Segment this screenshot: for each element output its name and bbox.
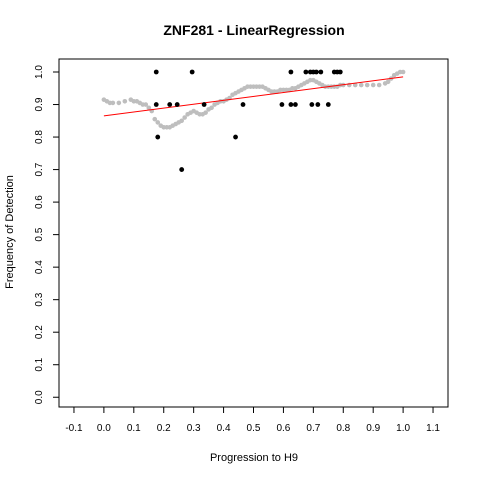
smoothed-point — [155, 120, 161, 125]
observed-point — [318, 69, 324, 75]
smoothed-point — [385, 79, 391, 85]
observed-point — [315, 102, 321, 107]
observed-point — [179, 167, 185, 172]
observed-point — [337, 69, 343, 75]
x-tick-label: 0.4 — [217, 423, 231, 434]
y-tick-label: 0.4 — [34, 260, 45, 274]
observed-point — [153, 102, 159, 107]
y-tick-label: 0.3 — [34, 292, 45, 306]
smoothed-point — [358, 82, 364, 88]
observed-point — [240, 102, 246, 107]
x-tick-label: 0.6 — [276, 423, 290, 434]
observed-point — [288, 102, 294, 107]
y-tick-label: 0.1 — [34, 357, 45, 371]
x-tick-label: 0.7 — [306, 423, 320, 434]
x-tick-label: 0.8 — [336, 423, 350, 434]
y-tick-label: 0.9 — [34, 97, 45, 111]
y-tick-label: 0.7 — [34, 162, 45, 176]
y-tick-label: 0.5 — [34, 227, 45, 241]
y-tick-label: 1.0 — [34, 65, 45, 79]
smoothed-point — [179, 118, 184, 124]
smoothed-point — [352, 82, 358, 88]
smoothed-point — [116, 100, 122, 106]
smoothed-point — [364, 82, 370, 88]
x-tick-label: 0.0 — [97, 423, 111, 434]
observed-point — [303, 69, 309, 75]
y-tick-label: 0.2 — [34, 325, 45, 339]
x-tick-label: 1.0 — [396, 423, 410, 434]
observed-point — [279, 102, 285, 107]
x-tick-label: -0.1 — [65, 423, 83, 434]
smoothed-point — [400, 69, 406, 75]
observed-point — [288, 69, 294, 75]
observed-point — [155, 134, 161, 140]
observed-point — [167, 102, 173, 107]
y-axis-title: Frequency of Detection — [4, 175, 16, 289]
y-tick-label: 0.8 — [34, 130, 45, 144]
smoothed-point — [146, 105, 152, 111]
chart-marks: -0.1 0.0 0.1 0.2 0.3 0.4 0.5 0.6 0.7 0.8 0.9 1.0 1.1… — [34, 65, 440, 434]
smoothed-point — [182, 115, 187, 120]
observed-point — [325, 102, 331, 107]
observed-point — [174, 102, 180, 107]
observed-point — [189, 69, 195, 75]
x-tick-label: 0.3 — [187, 423, 201, 434]
y-tick-label: 0.6 — [34, 195, 45, 209]
observed-point — [153, 69, 159, 75]
observed-point — [313, 69, 319, 75]
observed-point — [309, 102, 315, 107]
observed-point — [292, 102, 298, 107]
x-tick-label: 0.2 — [157, 423, 171, 434]
smoothed-point — [376, 82, 382, 88]
observed-point — [201, 102, 207, 107]
smoothed-point — [152, 116, 158, 122]
smoothed-point — [203, 110, 208, 115]
regression-line — [103, 76, 404, 117]
smoothed-point — [370, 82, 376, 88]
x-tick-label: 0.9 — [366, 423, 380, 434]
x-tick-label: 0.5 — [247, 423, 261, 434]
x-tick-label: 0.1 — [127, 423, 141, 434]
smoothed-point — [110, 100, 116, 106]
smoothed-point — [122, 98, 128, 104]
smoothed-point — [143, 102, 149, 107]
x-axis-title: Progression to H9 — [210, 452, 298, 464]
observed-point — [233, 134, 238, 140]
y-tick-label: 0.0 — [34, 390, 45, 404]
smoothed-point — [209, 105, 214, 111]
chart-title: ZNF281 - LinearRegression — [163, 22, 344, 38]
x-tick-label: 1.1 — [426, 423, 440, 434]
